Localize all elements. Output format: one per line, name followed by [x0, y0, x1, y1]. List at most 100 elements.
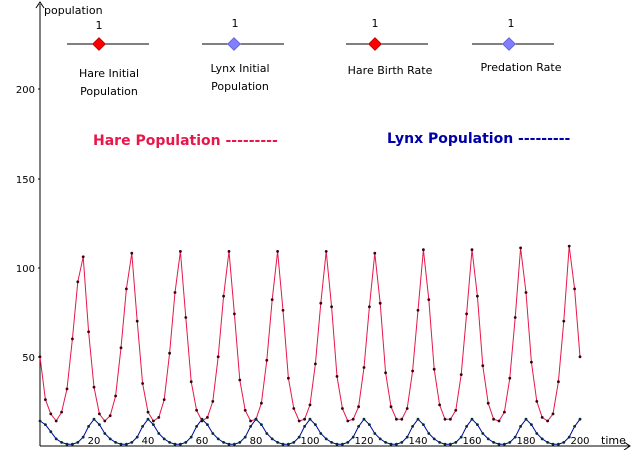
- data-point-lynx: [357, 425, 360, 428]
- data-point-lynx: [503, 442, 506, 446]
- y-tick-label-100: 100: [16, 264, 35, 275]
- data-point-hare: [465, 312, 468, 316]
- y-tick-label-200: 200: [16, 85, 35, 96]
- data-point-lynx: [173, 442, 177, 446]
- data-point-hare: [503, 410, 506, 414]
- data-point-hare: [281, 308, 285, 312]
- slider-hare-initial[interactable]: 1: [67, 19, 149, 51]
- data-point-hare: [573, 287, 576, 291]
- data-point-hare: [243, 408, 247, 412]
- data-point-lynx: [411, 425, 414, 428]
- data-point-hare: [362, 366, 366, 369]
- slider-value: 1: [232, 17, 239, 30]
- data-point-lynx: [270, 437, 274, 441]
- slider-label-hare-initial: Hare Initial Population: [67, 65, 151, 101]
- slider-label-lynx-initial: Lynx Initial Population: [198, 60, 282, 96]
- slider-knob-blue-diamond[interactable]: [227, 37, 241, 51]
- data-point-lynx: [54, 437, 58, 441]
- data-point-lynx: [578, 417, 582, 421]
- data-point-lynx: [254, 417, 258, 421]
- slider-predation-rate[interactable]: 1: [472, 17, 554, 51]
- data-point-lynx: [206, 423, 209, 426]
- data-point-lynx: [162, 437, 166, 441]
- data-point-lynx: [438, 441, 441, 444]
- data-point-lynx: [530, 423, 533, 426]
- legend-lynx: Lynx Population ---------: [387, 131, 571, 147]
- data-point-lynx: [535, 432, 539, 435]
- slider-lynx-initial[interactable]: 1: [202, 17, 284, 51]
- data-point-hare: [146, 410, 150, 414]
- data-point-hare: [49, 412, 53, 416]
- data-point-lynx: [265, 432, 269, 435]
- data-point-lynx: [152, 423, 155, 426]
- data-point-lynx: [470, 417, 474, 421]
- slider-hare-birth-rate[interactable]: 1: [346, 17, 428, 51]
- data-point-lynx: [303, 425, 306, 428]
- data-point-hare: [157, 416, 161, 419]
- data-point-hare: [535, 400, 539, 403]
- data-point-lynx: [211, 432, 215, 435]
- data-point-lynx: [233, 442, 236, 446]
- slider-knob-red-diamond[interactable]: [92, 37, 106, 51]
- data-point-lynx: [108, 437, 112, 441]
- data-point-hare: [195, 408, 199, 412]
- data-point-lynx: [44, 423, 47, 426]
- data-point-hare: [449, 417, 452, 421]
- data-point-lynx: [330, 441, 333, 444]
- data-point-lynx: [573, 425, 576, 428]
- data-point-hare: [292, 407, 296, 410]
- data-point-lynx: [567, 435, 571, 439]
- data-point-hare: [206, 416, 209, 419]
- data-point-lynx: [141, 425, 145, 428]
- data-point-lynx: [427, 432, 431, 435]
- data-point-hare: [81, 255, 85, 259]
- data-point-lynx: [497, 442, 501, 446]
- data-point-hare: [422, 248, 425, 252]
- data-point-hare: [71, 337, 74, 341]
- data-point-hare: [324, 250, 328, 253]
- data-point-hare: [152, 419, 155, 423]
- x-axis-arrow: [623, 441, 631, 450]
- data-point-lynx: [222, 441, 226, 444]
- data-point-hare: [135, 319, 139, 323]
- data-point-lynx: [508, 441, 512, 444]
- data-point-hare: [125, 287, 128, 291]
- data-point-hare: [297, 419, 301, 423]
- data-point-hare: [438, 403, 441, 407]
- data-point-hare: [130, 251, 134, 255]
- y-axis-label: population: [44, 4, 103, 17]
- data-point-hare: [546, 419, 549, 423]
- data-point-hare: [530, 360, 533, 364]
- data-point-lynx: [130, 441, 134, 444]
- x-tick-label-180: 180: [516, 436, 535, 447]
- data-point-hare: [92, 385, 96, 389]
- data-point-hare: [351, 417, 355, 421]
- data-point-hare: [378, 301, 382, 305]
- data-point-hare: [395, 417, 398, 421]
- data-point-hare: [189, 380, 193, 384]
- data-point-hare: [222, 294, 226, 298]
- data-point-lynx: [135, 435, 139, 439]
- slider-knob-blue-diamond[interactable]: [502, 37, 516, 51]
- data-point-lynx: [324, 437, 328, 441]
- series-points-hare: [38, 244, 582, 423]
- data-point-hare: [119, 346, 123, 350]
- data-point-lynx: [260, 423, 263, 426]
- data-point-hare: [578, 355, 582, 359]
- data-point-hare: [416, 308, 420, 312]
- data-point-lynx: [227, 442, 231, 446]
- data-point-hare: [551, 412, 555, 416]
- data-point-hare: [330, 305, 333, 309]
- data-point-hare: [476, 294, 479, 298]
- data-point-hare: [173, 291, 177, 294]
- slider-knob-red-diamond[interactable]: [368, 37, 382, 51]
- slider-label-hare-birth-rate: Hare Birth Rate: [336, 62, 444, 80]
- data-point-hare: [44, 398, 47, 401]
- data-point-hare: [481, 364, 485, 368]
- legend-hare: Hare Population ---------: [93, 133, 278, 149]
- data-point-lynx: [540, 437, 544, 441]
- data-point-lynx: [341, 442, 344, 446]
- data-point-hare: [443, 417, 447, 421]
- label-line: Population: [211, 80, 269, 93]
- data-point-hare: [141, 382, 145, 385]
